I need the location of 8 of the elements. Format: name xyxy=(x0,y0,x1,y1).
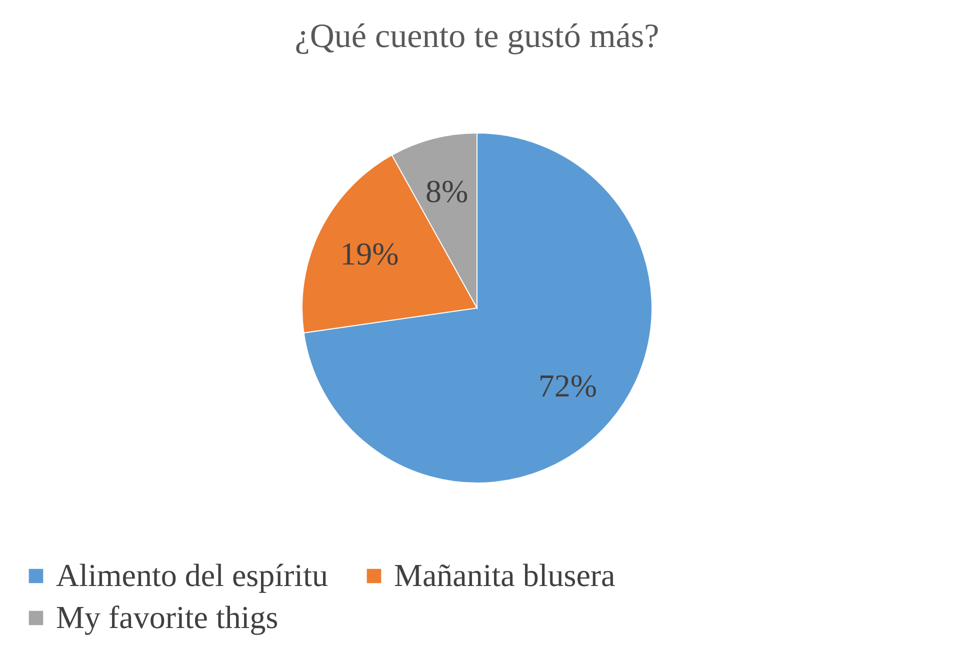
legend-label: My favorite thigs xyxy=(56,599,278,635)
legend-label: Mañanita blusera xyxy=(394,557,616,593)
pie-slice xyxy=(303,132,652,484)
data-label: 72% xyxy=(538,368,598,404)
legend-label: Alimento del espíritu xyxy=(56,557,328,593)
data-label: 8% xyxy=(426,172,468,209)
chart-title: ¿Qué cuento te gustó más? xyxy=(294,18,660,55)
data-label: 19% xyxy=(340,236,399,272)
